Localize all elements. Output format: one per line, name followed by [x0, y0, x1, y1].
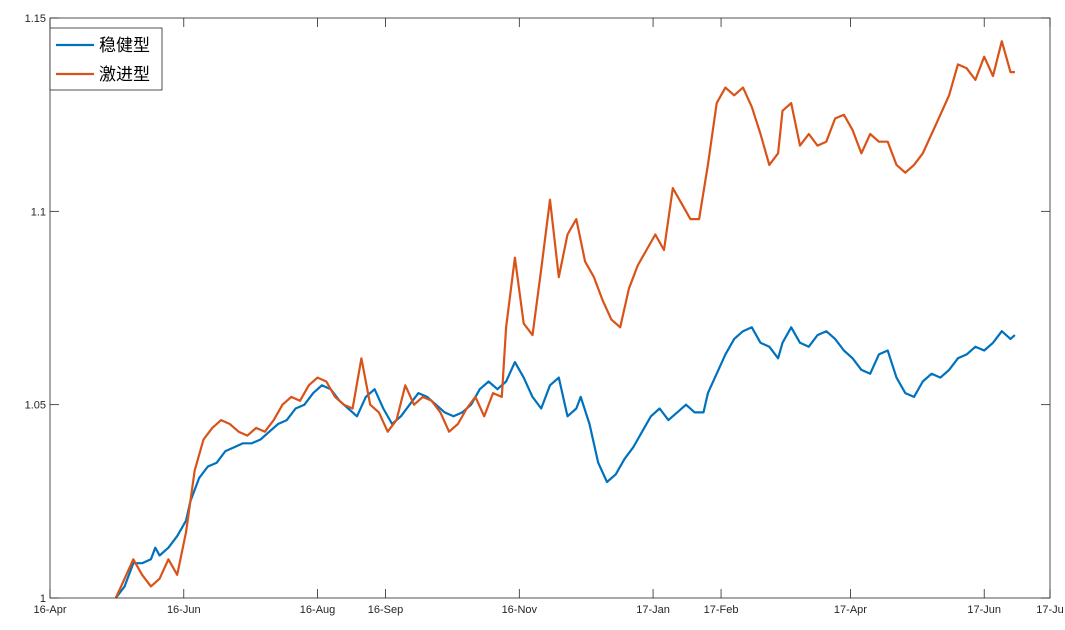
- x-tick-label: 16-Jun: [167, 604, 201, 616]
- x-tick-label: 17-Jun: [967, 604, 1001, 616]
- legend-label-2: 激进型: [99, 65, 150, 85]
- series-layer: [114, 40, 1016, 599]
- ticks-layer: 16-Apr 16-Jun 16-Aug 16-Sep 16-Nov 17-Jan 17-F…: [25, 13, 1064, 616]
- x-tick-label: 17-Feb: [704, 604, 739, 616]
- legend: 稳健型 激进型: [49, 27, 163, 91]
- x-tick-label: 17-Jan: [636, 604, 670, 616]
- y-tick-label: 1.15: [25, 13, 46, 25]
- y-tick-label: 1.05: [25, 400, 46, 412]
- x-tick-label: 16-Nov: [502, 604, 538, 616]
- x-tick-label: 16-Apr: [33, 604, 66, 616]
- x-tick-label: 17-Apr: [834, 604, 867, 616]
- plot-frame: [49, 17, 1051, 599]
- x-tick-label: 17-Ju: [1036, 604, 1064, 616]
- series-line-2: [114, 40, 1015, 599]
- legend-box: [49, 27, 163, 91]
- legend-label-1: 稳健型: [99, 36, 150, 56]
- plot-area: [50, 18, 1050, 598]
- x-tick-label: 16-Aug: [300, 604, 335, 616]
- y-tick-label: 1.1: [31, 206, 46, 218]
- x-tick-label: 16-Sep: [368, 604, 403, 616]
- y-tick-label: 1: [40, 593, 46, 605]
- series-line-1: [114, 326, 1016, 599]
